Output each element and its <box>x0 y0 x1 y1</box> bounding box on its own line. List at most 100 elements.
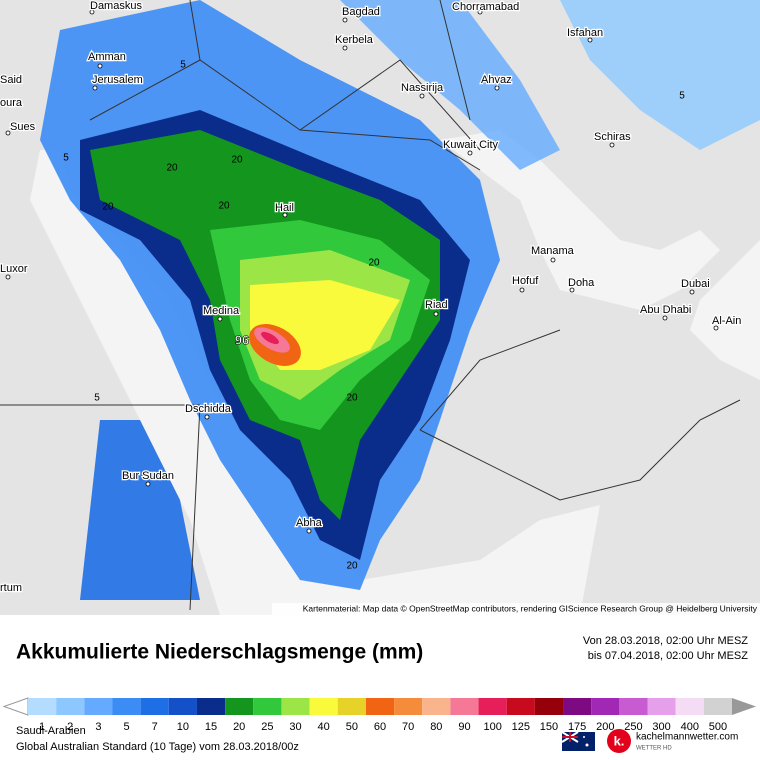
city-dot <box>92 85 98 91</box>
city-dot <box>97 63 103 69</box>
city-label: rtum <box>0 582 22 594</box>
legend-swatch <box>675 698 704 715</box>
contour-label: 5 <box>679 91 685 102</box>
legend-label: 200 <box>596 721 614 733</box>
city-label: Chorramabad <box>452 1 519 13</box>
city-dot <box>306 528 312 534</box>
legend-swatch <box>196 698 226 715</box>
legend-swatch <box>450 698 479 715</box>
city-label: Dschidda <box>185 403 232 415</box>
city-dot <box>587 37 593 43</box>
city-label: Amman <box>88 51 126 63</box>
precip-area <box>80 420 200 600</box>
legend-swatch <box>168 698 197 715</box>
city-label: Hofuf <box>512 275 539 287</box>
city-dot <box>467 150 473 156</box>
legend-label: 1 <box>39 721 45 733</box>
logo-text: k. <box>614 733 625 748</box>
contour-label: 20 <box>102 202 114 213</box>
city-dot <box>282 212 288 218</box>
contour-label: 20 <box>231 155 243 166</box>
legend-arrow <box>2 697 29 716</box>
legend-label: 40 <box>318 721 330 733</box>
period-from: Von 28.03.2018, 02:00 Uhr MESZ <box>583 635 748 647</box>
legend-swatch <box>84 698 113 715</box>
contour-label: 5 <box>63 153 69 164</box>
legend-label: 400 <box>681 721 699 733</box>
legend-label: 3 <box>95 721 101 733</box>
city-label: Ahvaz <box>481 74 512 86</box>
region: Saudi-Arabien <box>16 725 86 737</box>
legend-swatch <box>337 698 366 715</box>
legend-swatch <box>394 698 423 715</box>
legend-swatch <box>422 698 451 715</box>
legend-swatch <box>365 698 395 715</box>
city-label: Said <box>0 74 22 86</box>
city-label: Abu Dhabi <box>640 304 691 316</box>
legend-swatch <box>506 698 535 715</box>
legend-label: 10 <box>177 721 189 733</box>
city-label: Manama <box>531 245 575 257</box>
legend-label: 300 <box>652 721 670 733</box>
city-label: Isfahan <box>567 27 603 39</box>
legend-swatch <box>534 698 564 715</box>
period-to: bis 07.04.2018, 02:00 Uhr MESZ <box>588 650 748 662</box>
city-dot <box>433 311 439 317</box>
city-dot <box>342 45 348 51</box>
legend-label: 500 <box>709 721 727 733</box>
city-label: Jerusalem <box>92 74 143 86</box>
legend-label: 7 <box>152 721 158 733</box>
city-label: oura <box>0 97 23 109</box>
attribution-bg <box>272 603 760 615</box>
city-label: Bagdad <box>342 6 380 18</box>
city-dot <box>713 325 719 331</box>
legend-swatch <box>591 698 620 715</box>
city-dot <box>477 9 483 15</box>
city-dot <box>550 257 556 263</box>
city-label: Bur Sudan <box>122 470 174 482</box>
legend-label: 25 <box>261 721 273 733</box>
city-label: Schiras <box>594 131 631 143</box>
city-label: Hail <box>275 202 294 214</box>
legend-swatch <box>647 698 676 715</box>
contour-label: 20 <box>346 561 358 572</box>
legend-label: 5 <box>123 721 129 733</box>
legend-swatch <box>309 698 338 715</box>
legend-swatch <box>619 698 648 715</box>
city-dot <box>419 93 425 99</box>
legend-swatch <box>28 698 57 715</box>
legend-swatch <box>478 698 507 715</box>
city-dot <box>519 287 525 293</box>
precip-area <box>261 331 279 345</box>
city-label: Kerbela <box>335 34 374 46</box>
legend-label: 50 <box>346 721 358 733</box>
precip-area <box>560 0 760 150</box>
legend-label: 30 <box>289 721 301 733</box>
legend-swatch <box>563 698 592 715</box>
city-dot <box>494 85 500 91</box>
legend-swatch <box>225 698 254 715</box>
legend-label: 250 <box>624 721 642 733</box>
contour-label: 20 <box>346 393 358 404</box>
logo <box>607 729 631 753</box>
city-dot <box>5 274 11 280</box>
contour-label: 20 <box>218 201 230 212</box>
city-label: Luxor <box>0 263 28 275</box>
city-label: Abha <box>296 517 323 529</box>
city-label: Kuwait City <box>443 139 499 151</box>
contour-label: 5 <box>94 393 100 404</box>
contour-label: 20 <box>166 163 178 174</box>
city-dot <box>342 17 348 23</box>
city-dot <box>204 414 210 420</box>
contour-label: 5 <box>180 60 186 71</box>
legend-label: 70 <box>402 721 414 733</box>
city-dot <box>569 287 575 293</box>
city-label: Nassirija <box>401 82 444 94</box>
maximum-label: 96 <box>235 332 249 347</box>
legend-swatch <box>253 698 282 715</box>
city-dot <box>662 315 668 321</box>
legend-arrow <box>732 698 756 715</box>
legend-label: 125 <box>512 721 530 733</box>
legend-label: 15 <box>205 721 217 733</box>
